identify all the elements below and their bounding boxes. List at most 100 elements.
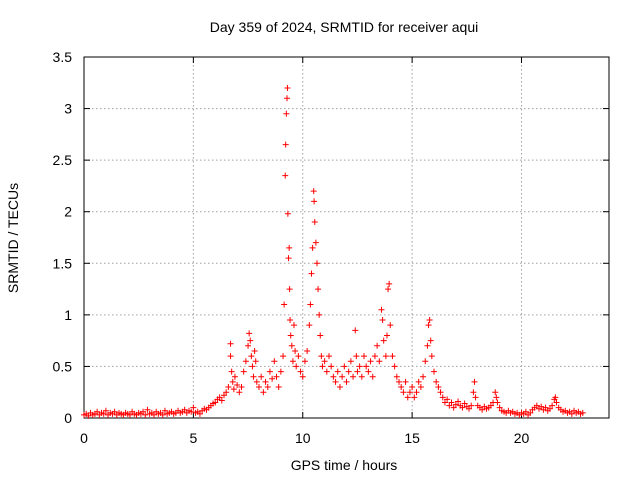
data-point [277, 368, 284, 375]
data-point [234, 381, 241, 388]
data-point [435, 384, 442, 391]
x-tick-label: 20 [514, 430, 530, 446]
data-point [411, 394, 418, 401]
data-point [328, 363, 335, 370]
data-point [287, 317, 294, 324]
data-point [334, 368, 341, 375]
y-tick-label: 1 [64, 307, 72, 323]
data-point [468, 402, 475, 409]
data-point [461, 400, 468, 407]
data-point [284, 95, 290, 102]
data-point [230, 386, 237, 393]
data-point [249, 363, 256, 370]
data-point [236, 389, 243, 396]
data-point [326, 353, 332, 360]
data-point [365, 368, 372, 375]
data-point [229, 378, 236, 385]
data-point [253, 378, 260, 385]
data-point [361, 353, 367, 360]
data-point [288, 342, 295, 349]
data-point [140, 408, 147, 415]
data-point [402, 378, 409, 385]
data-point [275, 384, 282, 391]
data-point [283, 110, 290, 117]
data-point [295, 353, 302, 360]
data-point [552, 394, 559, 401]
data-point [459, 404, 466, 411]
data-point [111, 408, 118, 415]
x-tick-label: 5 [189, 430, 197, 446]
data-point [374, 342, 381, 349]
data-point [406, 389, 413, 396]
data-point [415, 378, 422, 385]
data-point [425, 322, 432, 329]
data-point [293, 363, 300, 370]
data-point [256, 384, 262, 391]
data-point [424, 342, 431, 349]
data-point [307, 301, 314, 308]
x-tick-label: 15 [404, 430, 420, 446]
data-point [282, 172, 289, 179]
data-point [404, 394, 411, 401]
x-tick-label: 0 [80, 430, 88, 446]
data-point [286, 244, 293, 251]
data-point [553, 399, 560, 406]
data-point [311, 198, 318, 205]
data-point [341, 363, 348, 370]
y-axis-label: SRMTID / TECUs [5, 183, 21, 293]
data-point [323, 368, 330, 375]
data-point [380, 337, 387, 344]
data-point [398, 384, 405, 391]
data-point [369, 373, 376, 380]
data-point [240, 368, 247, 375]
data-point [284, 210, 291, 217]
data-point [223, 389, 230, 396]
data-point [494, 399, 501, 406]
data-point [242, 358, 249, 365]
data-point [228, 368, 235, 375]
data-point [549, 402, 556, 409]
data-point [85, 412, 92, 419]
data-point [431, 368, 437, 375]
data-point [439, 394, 446, 401]
data-point [227, 353, 234, 360]
data-point [387, 322, 394, 329]
data-point [379, 317, 386, 324]
y-tick-label: 2 [64, 204, 72, 220]
y-axis-ticks: 0 0.5 1 1.5 2 2.5 3 3.5 [53, 49, 609, 426]
data-point [126, 411, 133, 418]
data-point [433, 378, 440, 385]
data-point [102, 407, 109, 414]
data-point [142, 411, 149, 418]
data-point [251, 347, 258, 354]
y-tick-label: 0 [64, 410, 72, 426]
data-point [246, 330, 253, 337]
data-point [247, 337, 254, 344]
data-point [378, 306, 385, 313]
data-point [345, 368, 352, 375]
data-point [371, 353, 378, 360]
data-point [285, 255, 292, 262]
data-point [181, 406, 188, 413]
data-point [225, 384, 232, 391]
data-point [151, 411, 157, 418]
chart-title: Day 359 of 2024, SRMTID for receiver aqu… [210, 19, 478, 35]
data-point [396, 378, 402, 385]
data-point [330, 373, 337, 380]
data-point [289, 358, 296, 365]
y-tick-label: 2.5 [53, 152, 73, 168]
data-point [417, 384, 424, 391]
data-point [386, 280, 393, 287]
data-point [188, 408, 195, 415]
data-point [389, 353, 396, 360]
data-point [350, 373, 357, 380]
data-point [313, 260, 320, 267]
data-point [336, 384, 343, 391]
data-point [409, 384, 416, 391]
data-point [455, 398, 462, 405]
data-point [312, 239, 319, 246]
data-point [428, 353, 435, 360]
data-point [286, 286, 293, 293]
data-point [238, 384, 245, 391]
x-axis-label: GPS time / hours [291, 457, 398, 473]
